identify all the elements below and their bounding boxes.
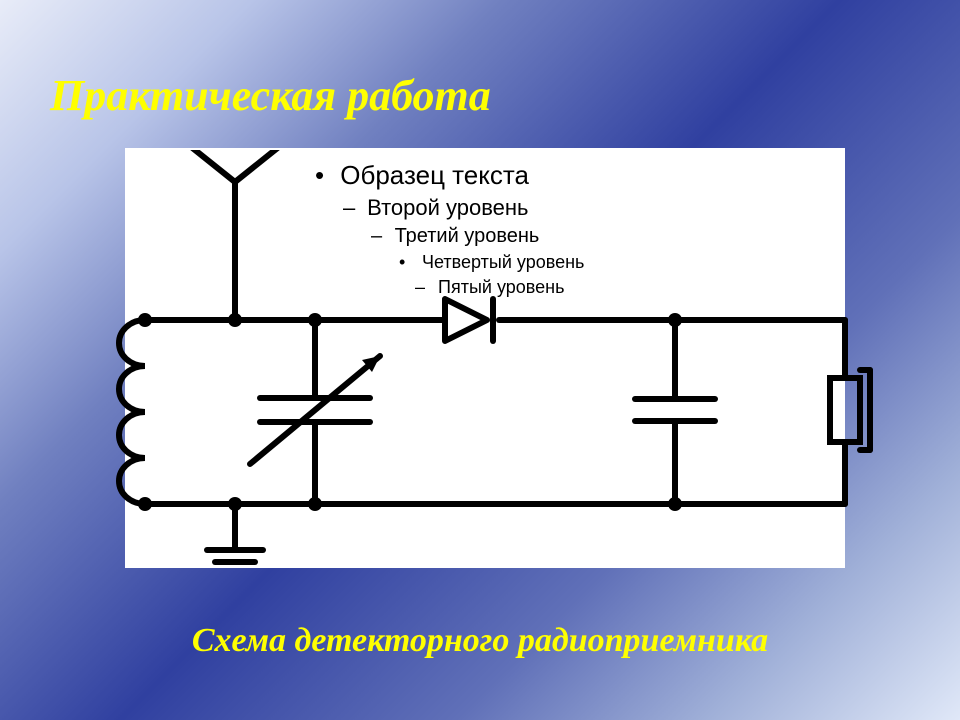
circuit-diagram (85, 150, 875, 570)
slide: Практическая работа • Образец текста – В… (0, 0, 960, 720)
slide-title: Практическая работа (50, 70, 491, 121)
slide-caption: Схема детекторного радиоприемника (0, 622, 960, 660)
